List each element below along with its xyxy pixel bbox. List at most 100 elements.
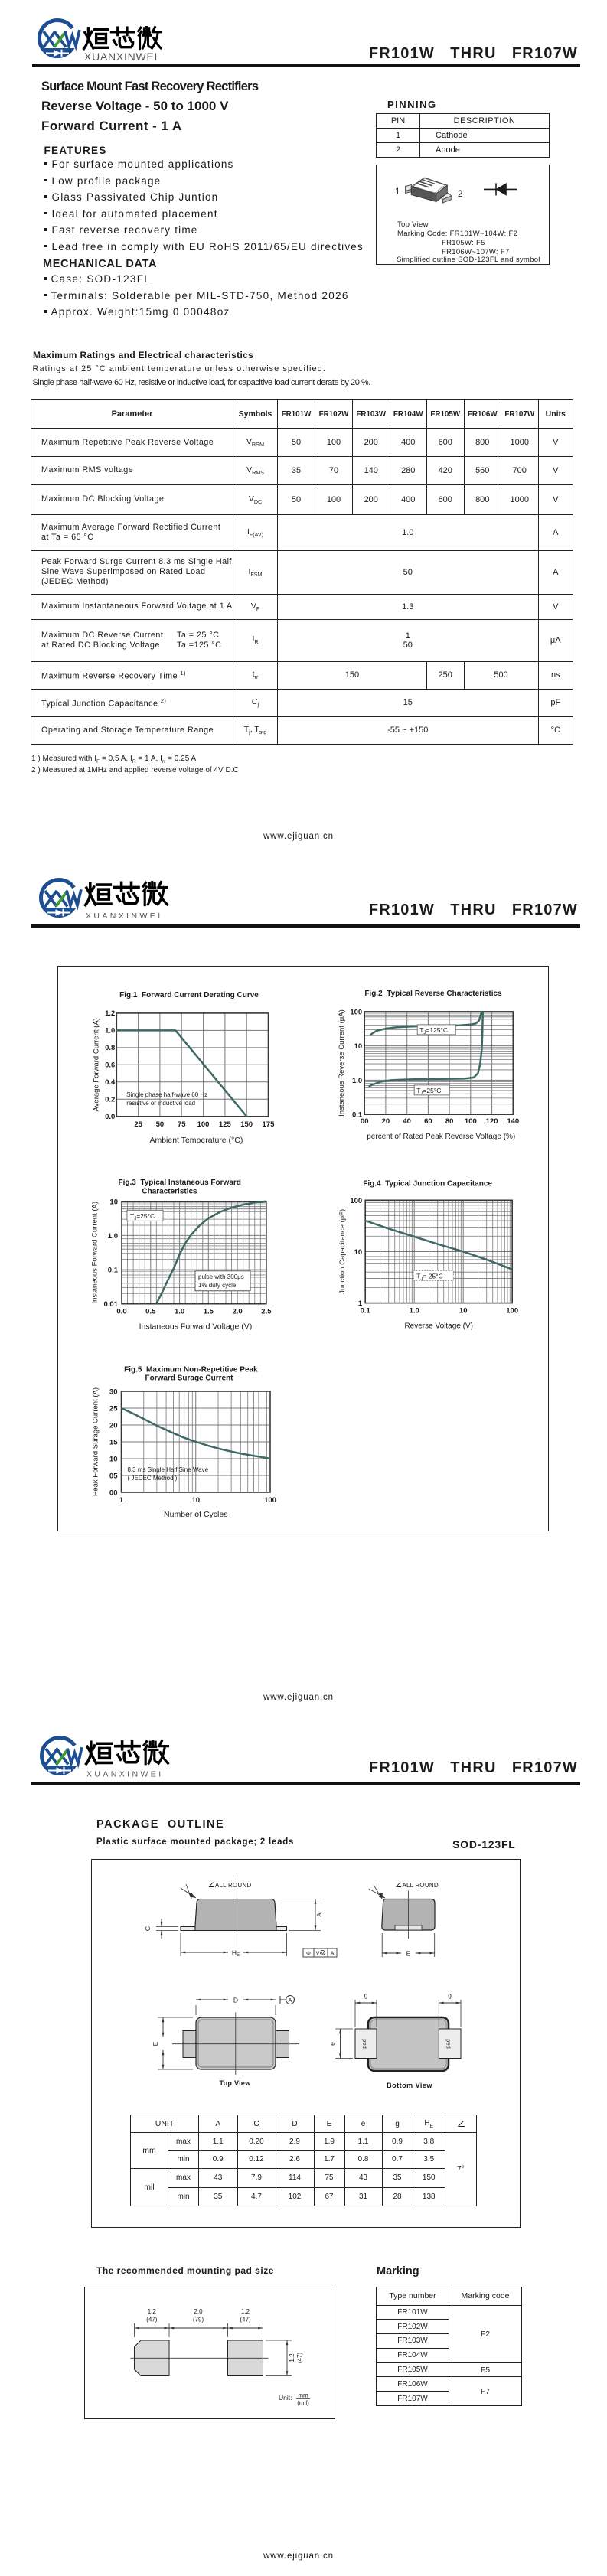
svg-text:05: 05 — [109, 1472, 118, 1481]
svg-text:0.0: 0.0 — [105, 1113, 115, 1121]
svg-text:50: 50 — [156, 1120, 165, 1129]
svg-text:1.0: 1.0 — [108, 1232, 118, 1241]
svg-text:A: A — [289, 1998, 292, 2004]
svg-text:Reverse Voltage (V): Reverse Voltage (V) — [404, 1322, 473, 1331]
svg-text:Fig.4 Typical Junction Capaci: Fig.4 Typical Junction Capacitance — [363, 1180, 492, 1189]
svg-text:1.0: 1.0 — [105, 1026, 115, 1035]
svg-text:100: 100 — [197, 1120, 210, 1129]
svg-text:XUANXINWEI: XUANXINWEI — [86, 1770, 164, 1779]
svg-text:Instaneous Forward Current (A): Instaneous Forward Current (A) — [91, 1202, 100, 1304]
svg-text:1.2: 1.2 — [241, 2308, 250, 2315]
svg-text:1.2: 1.2 — [148, 2308, 157, 2315]
svg-text:25: 25 — [134, 1120, 142, 1129]
svg-text:E: E — [406, 1950, 411, 1958]
svg-text:Φ: Φ — [306, 1950, 311, 1957]
svg-text:10: 10 — [109, 1198, 118, 1206]
svg-text:A: A — [330, 1950, 334, 1957]
svg-text:10: 10 — [109, 1456, 118, 1464]
svg-text:120: 120 — [486, 1117, 498, 1126]
svg-text:10: 10 — [191, 1496, 200, 1505]
svg-text:1.5: 1.5 — [204, 1308, 214, 1316]
svg-text:(47): (47) — [146, 2317, 158, 2323]
svg-text:Average Forward Current (A): Average Forward Current (A) — [92, 1018, 100, 1111]
svg-text:Instaneous Forward Voltage (V): Instaneous Forward Voltage (V) — [139, 1322, 253, 1332]
svg-text:0.1: 0.1 — [361, 1307, 371, 1316]
svg-text:8.3 ms Single Half Sine Wave: 8.3 ms Single Half Sine Wave — [128, 1466, 209, 1473]
svg-text:Junction Capacitance (pF): Junction Capacitance (pF) — [338, 1209, 347, 1294]
svg-text:D: D — [233, 1997, 238, 2004]
svg-text:1.0: 1.0 — [175, 1308, 184, 1316]
svg-text:mm: mm — [298, 2392, 308, 2399]
svg-text:(mil): (mil) — [297, 2400, 309, 2407]
svg-text:pad: pad — [361, 2039, 367, 2049]
svg-text:Fig.1 Forward Current Deratin: Fig.1 Forward Current Derating Curve — [119, 991, 259, 999]
svg-text:A: A — [315, 1912, 323, 1917]
svg-text:V: V — [316, 1952, 320, 1957]
svg-text:100: 100 — [465, 1117, 477, 1126]
svg-text:Top View: Top View — [219, 2079, 251, 2087]
svg-text:Characteristics: Characteristics — [142, 1187, 197, 1195]
svg-text:80: 80 — [445, 1117, 454, 1126]
svg-text:2: 2 — [458, 190, 462, 199]
svg-text:1.2: 1.2 — [289, 2353, 295, 2362]
svg-text:15: 15 — [109, 1439, 118, 1447]
svg-text:00: 00 — [109, 1489, 118, 1498]
svg-text:E: E — [152, 2041, 159, 2046]
svg-text:20: 20 — [109, 1422, 118, 1430]
svg-text:Ambient Temperature (°C): Ambient Temperature (°C) — [149, 1136, 243, 1145]
svg-text:1.2: 1.2 — [105, 1009, 115, 1018]
svg-text:Single phase half-wave 60 Hz: Single phase half-wave 60 Hz — [126, 1091, 207, 1098]
svg-text:10: 10 — [354, 1248, 363, 1257]
svg-text:0.6: 0.6 — [105, 1061, 115, 1069]
svg-text:XUANXINWEI: XUANXINWEI — [86, 911, 163, 921]
svg-text:30: 30 — [109, 1388, 118, 1397]
svg-text:140: 140 — [507, 1117, 519, 1126]
svg-text:C: C — [144, 1926, 152, 1931]
svg-text:TJ=25°C: TJ=25°C — [130, 1212, 155, 1221]
svg-text:0.2: 0.2 — [105, 1095, 115, 1104]
svg-text:100: 100 — [264, 1496, 276, 1505]
svg-text:Peak Forward Surage Current (A: Peak Forward Surage Current (A) — [92, 1387, 100, 1496]
svg-text:1: 1 — [119, 1496, 124, 1505]
svg-text:Instaneous Reverse Current (μA: Instaneous Reverse Current (μA) — [338, 1009, 346, 1117]
svg-text:(79): (79) — [193, 2317, 204, 2323]
svg-text:M: M — [321, 1952, 324, 1956]
svg-text:ALL ROUND: ALL ROUND — [215, 1882, 251, 1889]
svg-text:0.1: 0.1 — [108, 1267, 119, 1275]
svg-text:20: 20 — [382, 1117, 390, 1126]
svg-text:TJ=125°C: TJ=125°C — [419, 1026, 448, 1035]
svg-text:0.4: 0.4 — [105, 1078, 116, 1087]
svg-text:1: 1 — [358, 1299, 363, 1308]
svg-text:g: g — [448, 1991, 452, 1999]
svg-text:e: e — [328, 2042, 336, 2046]
svg-text:1% duty cycle: 1% duty cycle — [198, 1282, 237, 1289]
svg-text:100: 100 — [350, 1008, 362, 1016]
svg-text:Unit:: Unit: — [279, 2394, 292, 2402]
svg-text:150: 150 — [240, 1120, 253, 1129]
svg-text:1: 1 — [395, 187, 400, 197]
svg-text:175: 175 — [263, 1120, 276, 1129]
svg-text:percent of Rated Peak Reverse: percent of Rated Peak Reverse Voltage (%… — [367, 1133, 515, 1141]
svg-text:( JEDEC Method ): ( JEDEC Method ) — [128, 1475, 178, 1482]
svg-text:60: 60 — [424, 1117, 432, 1126]
svg-text:(47): (47) — [296, 2353, 303, 2364]
svg-text:HE: HE — [232, 1949, 240, 1958]
svg-text:Fig.2 Typical Reverse Charact: Fig.2 Typical Reverse Characteristics — [364, 990, 502, 998]
svg-text:ALL ROUND: ALL ROUND — [403, 1882, 439, 1889]
svg-text:10: 10 — [354, 1042, 363, 1051]
svg-text:0.1: 0.1 — [352, 1111, 363, 1120]
svg-text:25: 25 — [109, 1405, 118, 1414]
svg-text:Fig.5 Maximum Non-Repetitive: Fig.5 Maximum Non-Repetitive Peak — [124, 1366, 258, 1374]
svg-text:resistive or inductive load: resistive or inductive load — [126, 1100, 195, 1107]
svg-text:0.8: 0.8 — [105, 1044, 115, 1052]
svg-text:TJ= 25°C: TJ= 25°C — [416, 1272, 443, 1281]
svg-text:XUANXINWEI: XUANXINWEI — [84, 51, 158, 63]
svg-text:0.0: 0.0 — [116, 1308, 126, 1316]
svg-text:2.0: 2.0 — [194, 2308, 203, 2315]
svg-text:10: 10 — [459, 1307, 468, 1316]
svg-text:40: 40 — [403, 1117, 411, 1126]
svg-text:Number of Cycles: Number of Cycles — [164, 1510, 227, 1519]
svg-text:1.0: 1.0 — [352, 1077, 362, 1085]
svg-text:0.01: 0.01 — [104, 1300, 119, 1309]
svg-text:1.0: 1.0 — [410, 1307, 419, 1316]
